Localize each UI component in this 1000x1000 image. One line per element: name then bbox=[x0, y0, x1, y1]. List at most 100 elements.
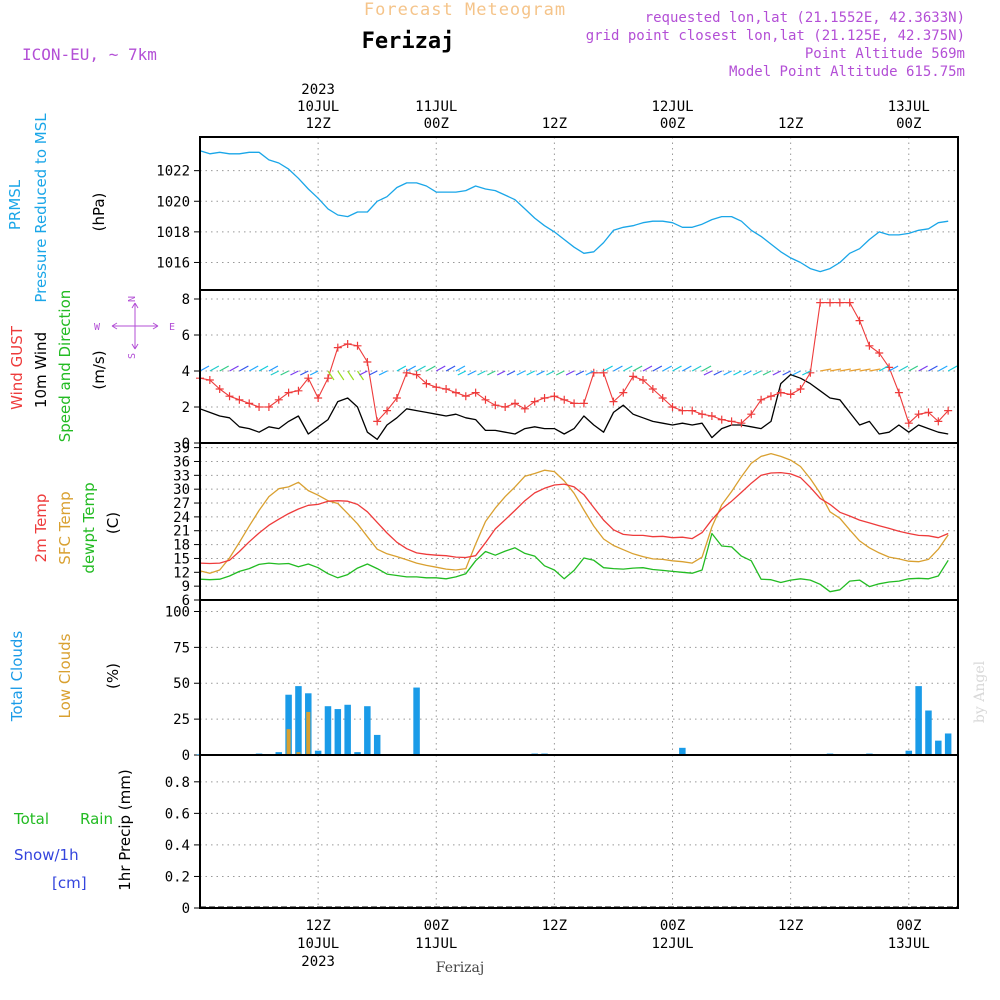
wind-direction-arrow bbox=[457, 370, 467, 376]
wind-gust-marker bbox=[264, 403, 273, 411]
wind-gust-marker bbox=[383, 406, 392, 415]
wind-direction-arrow bbox=[908, 365, 919, 372]
wind-direction-arrow bbox=[406, 365, 417, 372]
total-clouds-bar bbox=[275, 752, 283, 755]
wind-gust-marker bbox=[865, 341, 874, 350]
wind-gust-marker bbox=[629, 372, 638, 381]
wind-direction-arrow bbox=[642, 365, 653, 372]
wind-gust-marker bbox=[402, 368, 411, 377]
y-tick-label: 9 bbox=[182, 579, 190, 595]
y-tick-label: 33 bbox=[173, 468, 190, 484]
wind-gust-marker bbox=[274, 395, 283, 404]
wind-direction-arrow bbox=[467, 370, 476, 376]
total-clouds-bar bbox=[324, 706, 332, 755]
wind-gust-marker bbox=[737, 419, 746, 428]
wind-gust-marker bbox=[530, 397, 539, 406]
top-time-label: 11JUL bbox=[415, 99, 457, 115]
wind-direction-arrow bbox=[209, 365, 220, 372]
wind-direction-arrow bbox=[878, 365, 889, 372]
wind-gust-marker bbox=[845, 298, 854, 307]
wind-direction-arrow bbox=[701, 365, 712, 372]
wind-direction-arrow bbox=[603, 365, 613, 372]
bottom-time-label: 00Z bbox=[660, 918, 685, 934]
wind-gust-marker bbox=[658, 394, 667, 402]
y-tick-label: 4 bbox=[182, 364, 190, 380]
wind-gust-marker bbox=[609, 397, 618, 406]
wind-direction-arrow bbox=[575, 370, 585, 376]
top-time-label: 12Z bbox=[778, 116, 803, 132]
wind-gust-marker bbox=[619, 388, 628, 397]
y-tick-label: 0 bbox=[182, 748, 190, 764]
top-time-label: 00Z bbox=[896, 116, 921, 132]
wind-gust-marker bbox=[511, 399, 520, 408]
panel-frame bbox=[199, 754, 959, 909]
y-tick-label: 50 bbox=[173, 676, 190, 692]
wind-gust-marker bbox=[717, 415, 726, 424]
wind-gust-marker bbox=[914, 410, 923, 419]
footer-location: Ferizaj bbox=[436, 960, 484, 976]
wind-direction-arrow bbox=[703, 370, 713, 376]
wind-gust-marker bbox=[796, 385, 805, 393]
y-tick-label: 15 bbox=[173, 551, 190, 567]
wind-direction-arrow bbox=[270, 370, 280, 376]
wind-direction-arrow bbox=[772, 370, 782, 376]
wind-gust-marker bbox=[491, 401, 500, 410]
credit-watermark: by Angel bbox=[972, 660, 988, 723]
label-sfc-temp: SFC Temp bbox=[56, 491, 74, 564]
wind-direction-arrow bbox=[947, 365, 958, 372]
y-tick-label: 39 bbox=[173, 441, 190, 457]
total-clouds-bar bbox=[915, 686, 922, 755]
wind-direction-arrow bbox=[378, 370, 388, 376]
wind-direction-arrow bbox=[445, 365, 456, 372]
header-model-altitude: Model Point Altitude 615.75m bbox=[729, 64, 965, 80]
y-tick-label: 0 bbox=[182, 436, 190, 452]
y-tick-label: 1018 bbox=[156, 225, 190, 241]
total-clouds-bar bbox=[285, 694, 292, 755]
label-dewpt-temp: dewpt Temp bbox=[80, 482, 98, 573]
total-clouds-bar bbox=[295, 686, 302, 755]
label-low-clouds: Low Clouds bbox=[56, 633, 74, 718]
wind-direction-arrow bbox=[526, 370, 535, 376]
bottom-time-label: 00Z bbox=[424, 918, 449, 934]
label-snow: Snow/1h bbox=[14, 846, 79, 864]
wind-direction-arrow bbox=[829, 368, 842, 372]
label-rain: Rain bbox=[80, 810, 113, 828]
wind-gust-marker bbox=[875, 349, 884, 357]
label-precip-unit: 1hr Precip (mm) bbox=[116, 769, 134, 890]
wind-direction-arrow bbox=[713, 370, 723, 376]
wind-gust-marker bbox=[579, 399, 588, 408]
top-time-label: 12Z bbox=[542, 116, 567, 132]
panel-frame bbox=[199, 599, 959, 756]
y-tick-label: 6 bbox=[182, 593, 190, 609]
wind-gust-marker bbox=[599, 368, 608, 377]
wind-gust-marker bbox=[451, 388, 460, 397]
wind-gust-marker bbox=[835, 298, 844, 307]
wind-direction-arrow bbox=[337, 370, 345, 381]
wind-gust-marker bbox=[235, 395, 244, 404]
compass-s: S bbox=[127, 353, 138, 359]
total-clouds-bar bbox=[925, 710, 932, 755]
wind-gust-marker bbox=[924, 408, 933, 417]
wind-direction-arrow bbox=[869, 368, 881, 372]
header-title: Forecast Meteogram bbox=[364, 0, 566, 20]
compass-arrows bbox=[111, 302, 159, 350]
y-tick-label: 0.6 bbox=[165, 806, 190, 822]
wind-gust-marker bbox=[678, 406, 687, 415]
wind-gust-marker bbox=[826, 298, 835, 307]
wind-gust-marker bbox=[766, 392, 775, 401]
label-wind-unit: (m/s) bbox=[90, 350, 108, 389]
wind-direction-arrow bbox=[347, 370, 355, 381]
label-total: Total bbox=[13, 810, 49, 828]
wind-direction-arrow bbox=[652, 365, 663, 372]
wind-direction-arrow bbox=[239, 365, 249, 372]
wind-gust-marker bbox=[314, 394, 323, 402]
bottom-time-label: 12Z bbox=[542, 918, 567, 934]
bottom-time-label: 12JUL bbox=[651, 936, 693, 952]
wind-direction-arrow bbox=[672, 365, 682, 372]
wind-gust-marker bbox=[363, 358, 372, 366]
wind-gust-marker bbox=[776, 388, 785, 397]
wind-gust-marker bbox=[894, 388, 903, 397]
bottom-time-label: 13JUL bbox=[888, 936, 930, 952]
wind-speed-line bbox=[199, 373, 949, 441]
wind-direction-arrow bbox=[839, 368, 851, 372]
